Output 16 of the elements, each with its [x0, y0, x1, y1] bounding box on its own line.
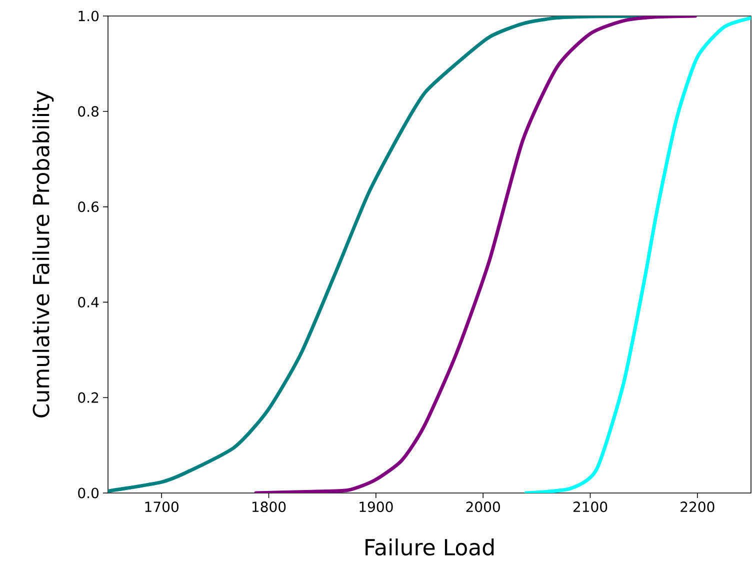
- y-tick-label: 0.4: [78, 296, 99, 308]
- y-tick-label: 0.0: [78, 488, 99, 498]
- x-tick-label: 1900: [360, 502, 393, 512]
- x-axis-title: Failure Load: [366, 538, 494, 556]
- y-tick-label: 1.0: [78, 10, 99, 22]
- x-tick-label: 2000: [466, 502, 500, 512]
- line-series: [254, 16, 698, 493]
- x-tick-label: 2200: [680, 502, 714, 512]
- y-axis-title: Cumulative Failure Probability: [32, 90, 54, 418]
- y-tick-label: 0.2: [78, 392, 98, 403]
- x-tick-label: 1700: [145, 502, 178, 512]
- y-tick-label: 0.6: [78, 202, 99, 212]
- x-tick-label: 1800: [252, 502, 286, 512]
- line-series: [524, 16, 751, 493]
- x-tick-label: 2100: [573, 502, 608, 512]
- y-tick-label: 0.8: [78, 106, 99, 117]
